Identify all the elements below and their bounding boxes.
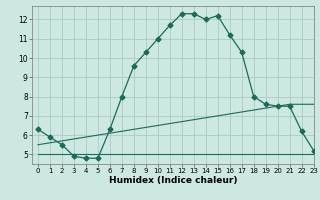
X-axis label: Humidex (Indice chaleur): Humidex (Indice chaleur) [108, 176, 237, 185]
